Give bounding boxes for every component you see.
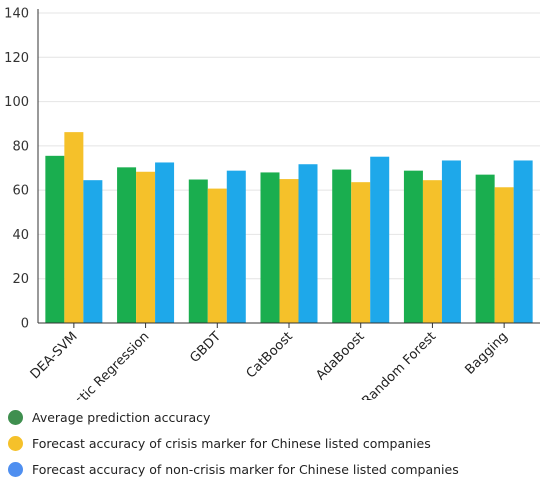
x-tick-label: Bagging [463,329,511,377]
bar [226,170,246,323]
bar [279,179,299,323]
bar [83,180,103,323]
bar [494,187,514,323]
legend-item-non-crisis: Forecast accuracy of non-crisis marker f… [8,456,548,482]
legend-swatch-non-crisis [8,461,23,477]
bar [403,170,423,323]
bar [370,156,390,323]
bar [260,172,280,323]
y-tick-label: 100 [4,95,29,110]
legend-item-crisis: Forecast accuracy of crisis marker for C… [8,430,548,456]
legend-swatch-average [8,409,23,425]
x-tick-label: GBDT [187,329,224,366]
legend: Average prediction accuracy Forecast acc… [8,404,548,482]
bar [441,160,461,323]
x-tick-label: DEA-SVM [28,329,81,382]
legend-label-non-crisis: Forecast accuracy of non-crisis marker f… [32,461,459,477]
x-tick-label: Random Forest [359,329,439,400]
legend-item-average: Average prediction accuracy [8,404,548,430]
y-tick-label: 20 [12,272,29,287]
bar [155,162,175,323]
legend-label-average: Average prediction accuracy [32,409,211,425]
y-tick-label: 40 [12,228,29,243]
bar [188,179,208,323]
y-tick-labels: 0 20 40 60 80 100 120 140 [4,7,29,332]
y-tick-label: 120 [4,51,29,66]
axes [37,9,540,328]
bar [64,132,84,323]
x-tick-label: AdaBoost [313,329,367,383]
bar [136,171,156,323]
bar [351,182,371,323]
bars [45,132,533,323]
bar [45,155,65,323]
y-tick-label: 80 [12,139,29,154]
x-tick-label: CatBoost [244,329,296,381]
legend-swatch-crisis [8,435,23,451]
bar [475,174,495,323]
legend-label-crisis: Forecast accuracy of crisis marker for C… [32,435,431,451]
bar [207,188,227,323]
bar [422,180,442,323]
bar [117,167,137,323]
bar [513,160,533,323]
y-tick-label: 0 [21,317,29,332]
y-tick-label: 140 [4,7,29,22]
y-tick-label: 60 [12,184,29,199]
bar [332,169,352,323]
bar [298,164,318,323]
